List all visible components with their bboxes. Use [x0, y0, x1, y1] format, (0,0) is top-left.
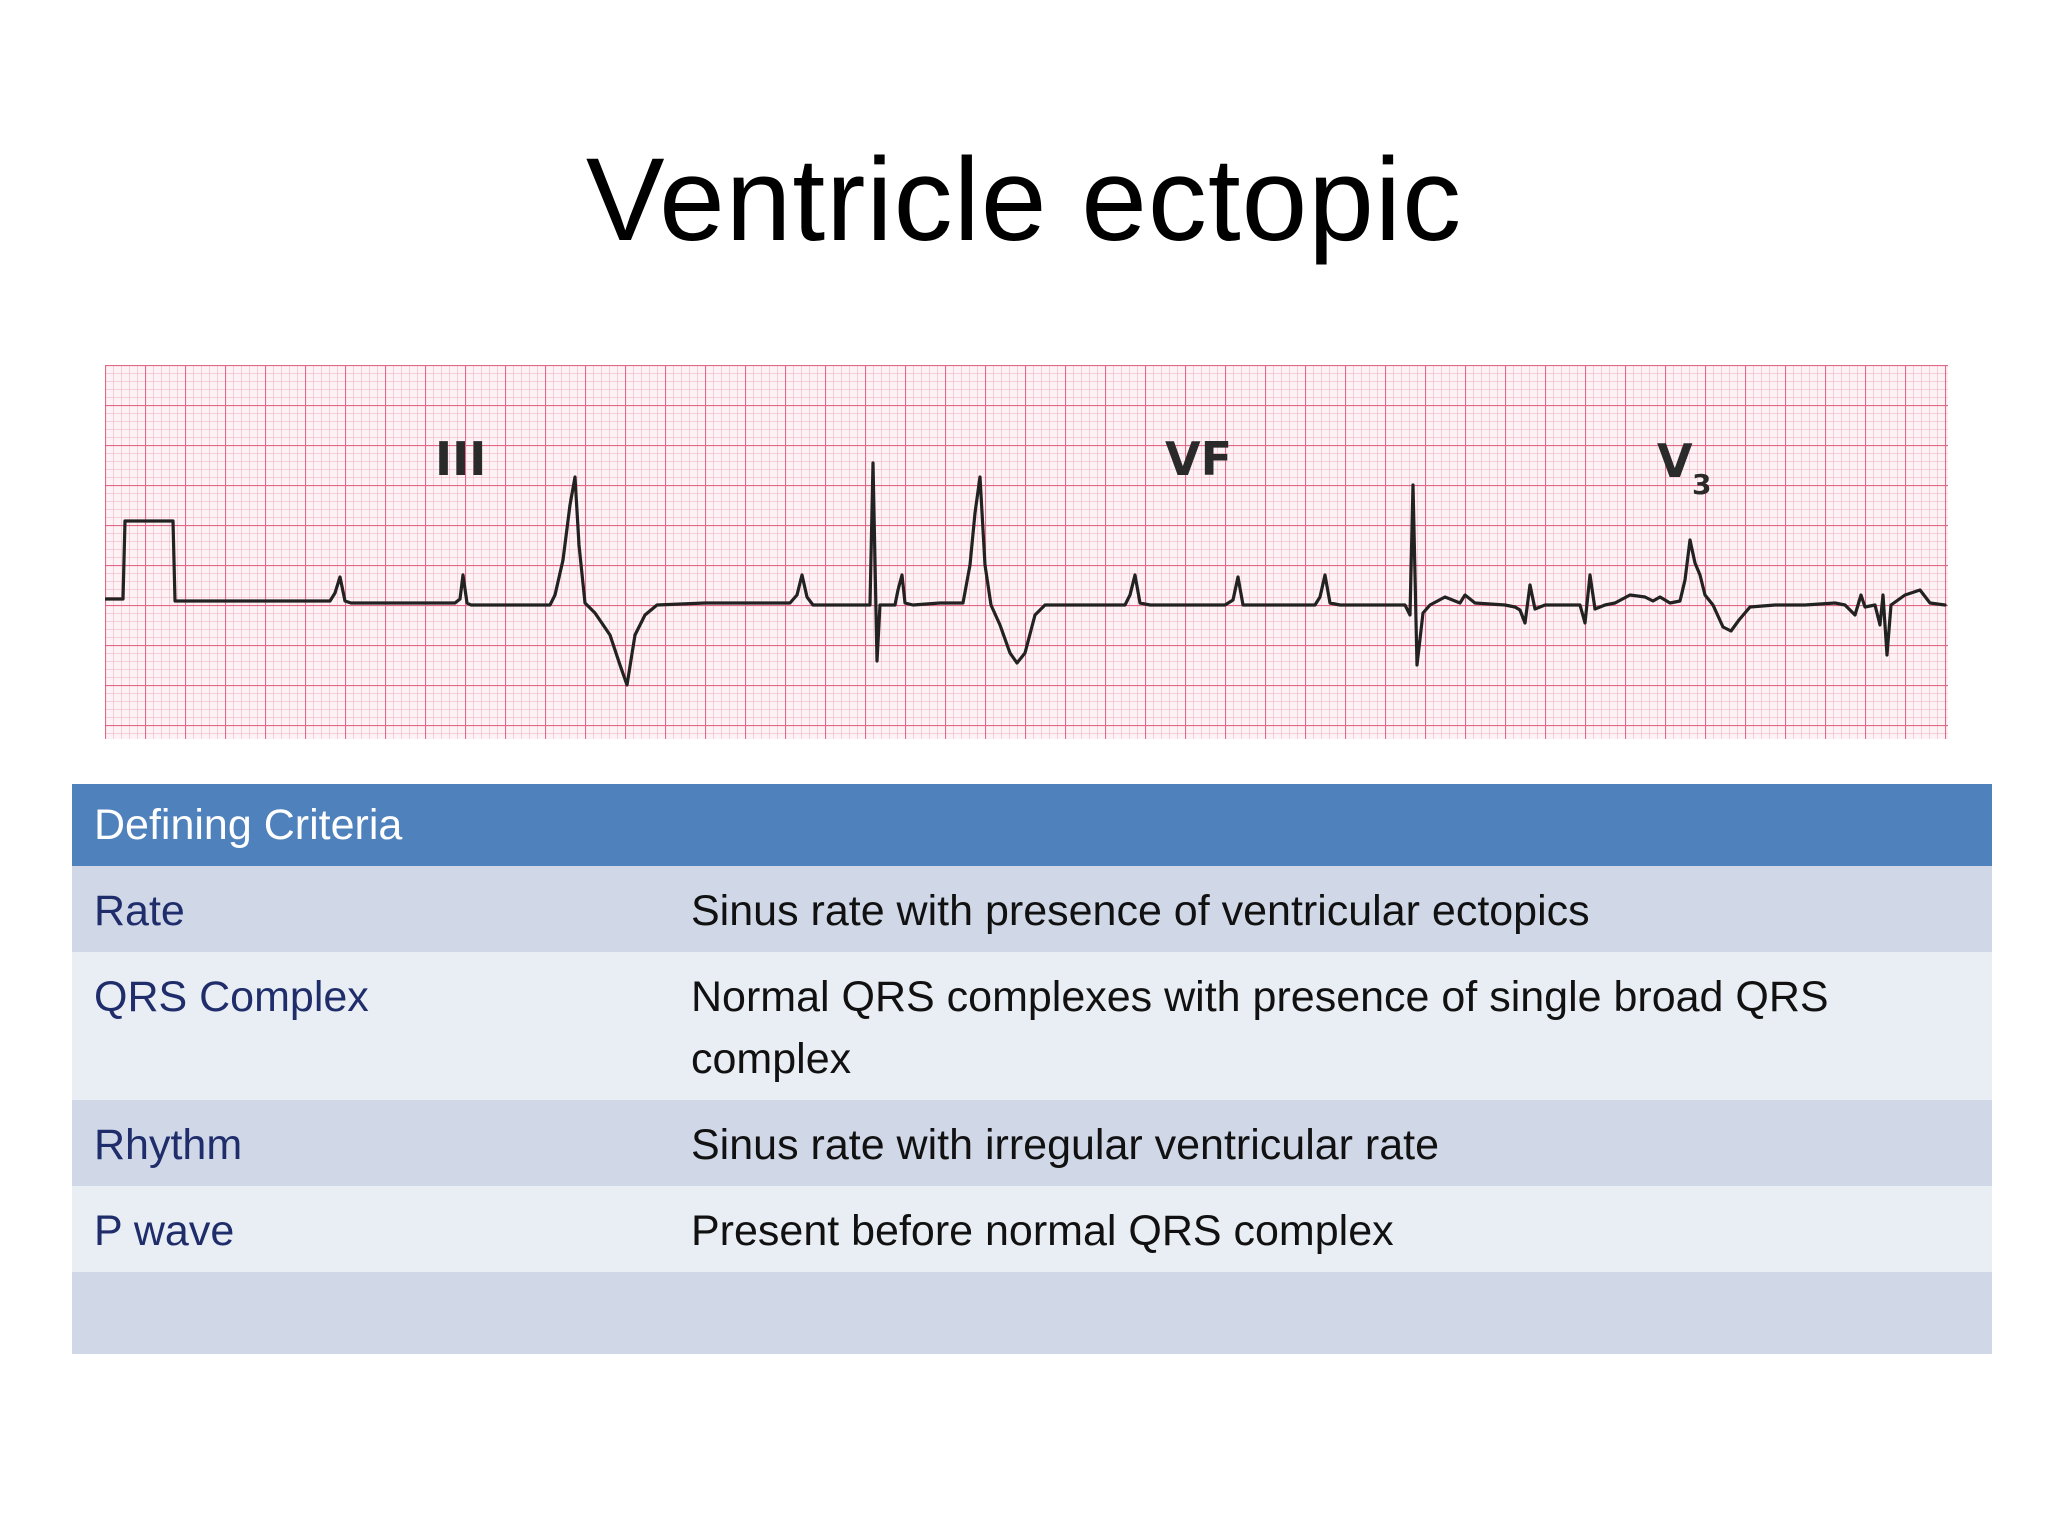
table-row: QRS Complex Normal QRS complexes with pr…: [72, 952, 1993, 1100]
lead-label-v-subscript: 3: [1692, 468, 1711, 501]
criteria-term: Rate: [72, 866, 669, 952]
ecg-strip-image: III VF V 3: [105, 365, 1948, 739]
criteria-term: P wave: [72, 1186, 669, 1272]
slide-title: Ventricle ectopic: [585, 134, 1463, 266]
table-row: [72, 1272, 1993, 1354]
criteria-term: Rhythm: [72, 1100, 669, 1186]
table-row: Rhythm Sinus rate with irregular ventric…: [72, 1100, 1993, 1186]
criteria-description: [669, 1272, 1993, 1354]
lead-label-iii: III: [435, 432, 486, 486]
criteria-table: Defining Criteria Rate Sinus rate with p…: [72, 784, 1993, 1354]
table-row: P wave Present before normal QRS complex: [72, 1186, 1993, 1272]
criteria-term: [72, 1272, 669, 1354]
table-row: Rate Sinus rate with presence of ventric…: [72, 866, 1993, 952]
table-header: Defining Criteria: [72, 784, 1993, 866]
lead-label-vf: VF: [1165, 432, 1232, 486]
criteria-description: Sinus rate with presence of ventricular …: [669, 866, 1993, 952]
ecg-svg: III VF V 3: [105, 365, 1948, 739]
ecg-trace: [105, 461, 1947, 687]
criteria-description: Normal QRS complexes with presence of si…: [669, 952, 1993, 1100]
table-header-row: Defining Criteria: [72, 784, 1993, 866]
criteria-description: Sinus rate with irregular ventricular ra…: [669, 1100, 1993, 1186]
criteria-term: QRS Complex: [72, 952, 669, 1100]
ecg-grid: [105, 365, 1948, 739]
lead-label-v: V: [1657, 434, 1693, 488]
criteria-description: Present before normal QRS complex: [669, 1186, 1993, 1272]
